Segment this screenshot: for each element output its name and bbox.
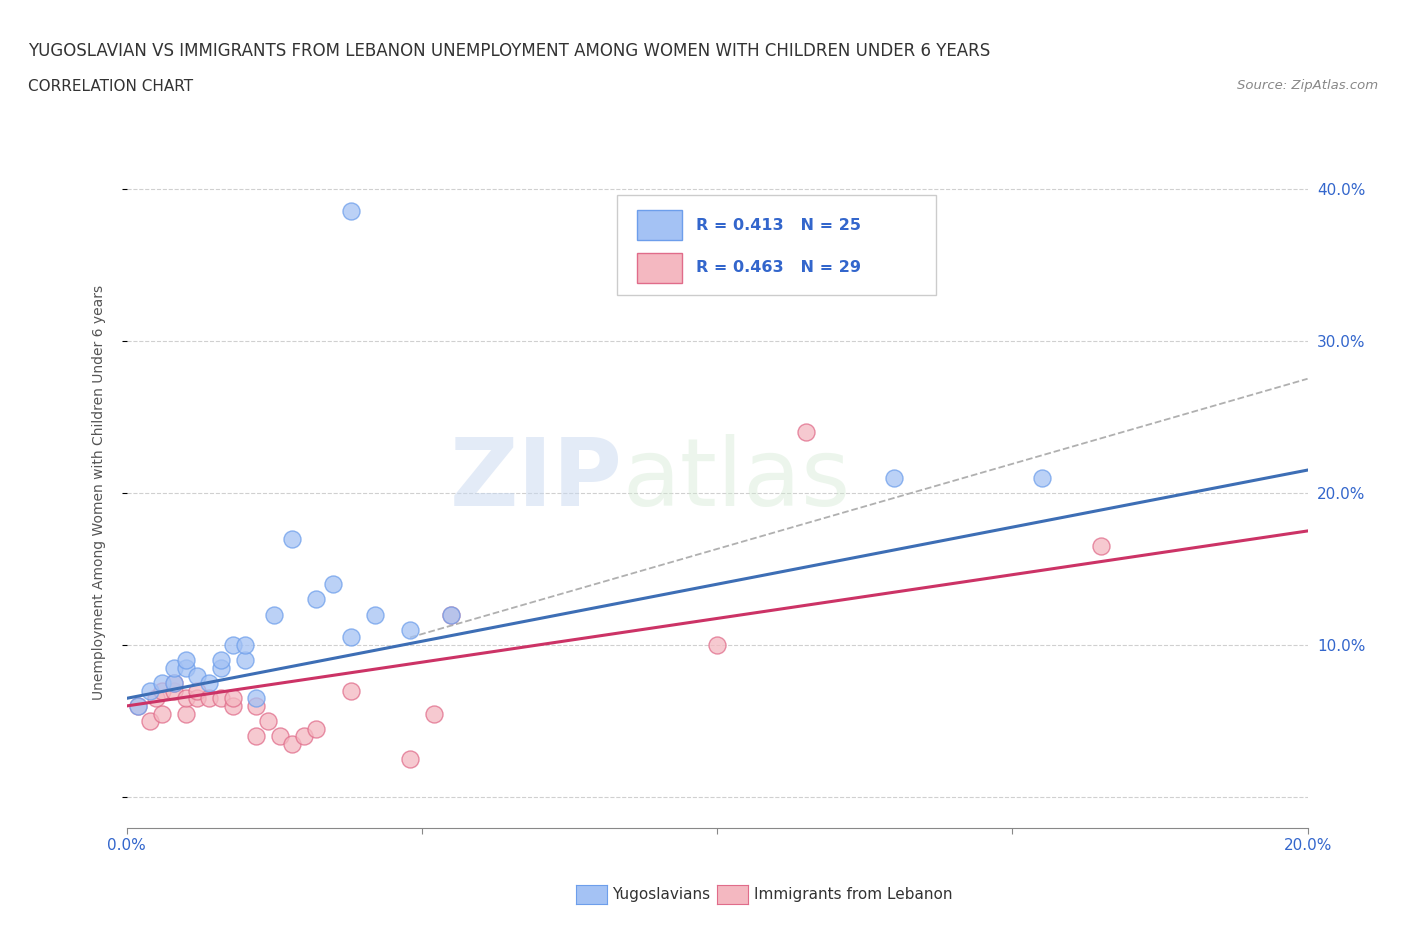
Point — [174, 660, 197, 675]
Point — [263, 607, 285, 622]
Point — [127, 698, 149, 713]
Point — [883, 471, 905, 485]
Point — [257, 713, 280, 728]
Point — [163, 676, 186, 691]
Point — [163, 660, 186, 675]
Point — [198, 691, 221, 706]
Point — [198, 676, 221, 691]
Point — [150, 706, 173, 721]
Text: ZIP: ZIP — [450, 433, 623, 525]
Point — [340, 630, 363, 644]
Point — [222, 691, 245, 706]
Point — [245, 698, 267, 713]
Point — [1031, 471, 1053, 485]
Point — [399, 622, 422, 637]
Point — [174, 691, 197, 706]
Text: YUGOSLAVIAN VS IMMIGRANTS FROM LEBANON UNEMPLOYMENT AMONG WOMEN WITH CHILDREN UN: YUGOSLAVIAN VS IMMIGRANTS FROM LEBANON U… — [28, 42, 990, 60]
FancyBboxPatch shape — [637, 210, 682, 241]
Text: atlas: atlas — [623, 433, 851, 525]
Point — [245, 691, 267, 706]
Point — [281, 737, 304, 751]
Y-axis label: Unemployment Among Women with Children Under 6 years: Unemployment Among Women with Children U… — [91, 286, 105, 700]
Point — [1090, 538, 1112, 553]
Text: Yugoslavians: Yugoslavians — [612, 887, 710, 902]
Point — [281, 531, 304, 546]
Point — [340, 684, 363, 698]
Point — [340, 204, 363, 219]
Point — [209, 660, 232, 675]
Point — [440, 607, 463, 622]
Point — [209, 653, 232, 668]
Point — [139, 713, 162, 728]
Point — [222, 638, 245, 653]
Point — [174, 706, 197, 721]
Point — [706, 638, 728, 653]
Text: R = 0.413   N = 25: R = 0.413 N = 25 — [696, 218, 860, 232]
Point — [145, 691, 167, 706]
FancyBboxPatch shape — [637, 253, 682, 283]
Text: Source: ZipAtlas.com: Source: ZipAtlas.com — [1237, 79, 1378, 92]
Point — [186, 668, 208, 683]
Point — [245, 729, 267, 744]
Point — [292, 729, 315, 744]
Point — [186, 691, 208, 706]
Point — [422, 706, 444, 721]
Point — [209, 691, 232, 706]
Point — [163, 676, 186, 691]
Point — [399, 751, 422, 766]
Point — [233, 638, 256, 653]
Point — [174, 653, 197, 668]
Point — [322, 577, 344, 591]
Point — [186, 684, 208, 698]
Point — [163, 684, 186, 698]
Point — [304, 592, 326, 607]
Point — [233, 653, 256, 668]
FancyBboxPatch shape — [617, 195, 935, 296]
Point — [150, 684, 173, 698]
Point — [139, 684, 162, 698]
Point — [363, 607, 385, 622]
Point — [440, 607, 463, 622]
Text: CORRELATION CHART: CORRELATION CHART — [28, 79, 193, 94]
Text: R = 0.463   N = 29: R = 0.463 N = 29 — [696, 260, 860, 275]
Point — [269, 729, 291, 744]
Text: Immigrants from Lebanon: Immigrants from Lebanon — [754, 887, 952, 902]
Point — [794, 425, 817, 440]
Point — [127, 698, 149, 713]
Point — [150, 676, 173, 691]
Point — [304, 722, 326, 737]
Point — [222, 698, 245, 713]
